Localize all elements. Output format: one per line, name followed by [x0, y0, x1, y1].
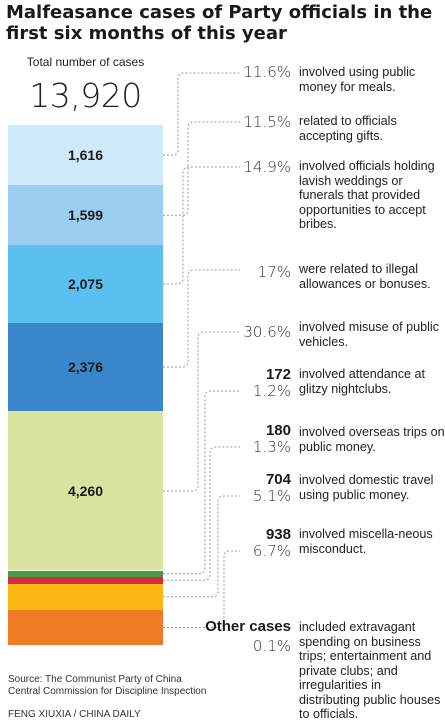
description-domestic: involved domestic travel using public mo…	[299, 473, 434, 502]
bar-segment-vehicles: 4,260	[8, 411, 163, 571]
bar-segment-nightclubs	[8, 570, 163, 577]
percent-label-vehicles: 30.6%	[243, 323, 291, 341]
percent-label-overseas: 1.3%	[252, 438, 291, 456]
stacked-bar: 1,616 1,599 2,075 2,376 4,260	[8, 125, 163, 645]
bar-segment-gifts: 1,599	[8, 185, 163, 246]
description-overseas: involved overseas trips on public money.	[299, 425, 445, 454]
bar-segment-weddings: 2,075	[8, 245, 163, 323]
count-label-nightclubs: 172	[265, 366, 291, 383]
bar-value-label-gifts: 1,599	[67, 207, 104, 224]
chart-title: Malfeasance cases of Party officials in …	[6, 2, 433, 44]
percent-label-nightclubs: 1.2%	[252, 382, 291, 400]
percent-label-other: 0.1%	[252, 637, 291, 655]
description-vehicles: involved misuse of public vehicles.	[299, 320, 440, 349]
description-gifts: related to officials accepting gifts.	[299, 114, 397, 143]
bar-segment-meals: 1,616	[8, 125, 163, 186]
total-value: 13,920	[29, 76, 142, 115]
bar-value-label-meals: 1,616	[67, 147, 104, 164]
source-note: Source: The Communist Party of China Cen…	[8, 674, 207, 697]
count-label-misconduct: 938	[265, 526, 291, 543]
leader-line-overseas	[163, 446, 240, 581]
description-misconduct: involved miscella-neous misconduct.	[299, 527, 433, 556]
description-other: included extravagant spending on busines…	[299, 620, 441, 721]
count-label-other: Other cases	[205, 618, 291, 635]
percent-label-misconduct: 6.7%	[252, 542, 291, 560]
leader-line-allowances	[163, 269, 240, 368]
bar-value-label-weddings: 2,075	[67, 275, 104, 292]
percent-label-allowances: 17%	[257, 263, 291, 281]
percent-label-gifts: 11.5%	[243, 113, 291, 131]
bar-segment-domestic	[8, 583, 163, 610]
description-weddings: involved officials holding lavish weddin…	[299, 159, 435, 231]
bar-value-label-vehicles: 4,260	[67, 482, 104, 499]
leader-line-misconduct	[163, 550, 240, 628]
bar-segment-misconduct	[8, 609, 163, 645]
count-label-overseas: 180	[265, 422, 291, 439]
percent-label-domestic: 5.1%	[252, 487, 291, 505]
credit-line: FENG XIUXIA / CHINA DAILY	[8, 709, 141, 720]
bar-segment-overseas	[8, 576, 163, 584]
description-nightclubs: involved attendance at glitzy nightclubs…	[299, 367, 426, 396]
percent-label-weddings: 14.9%	[243, 158, 291, 176]
bar-value-label-allowances: 2,376	[67, 358, 104, 375]
count-label-domestic: 704	[265, 471, 291, 488]
description-meals: involved using public money for meals.	[299, 65, 416, 94]
percent-label-meals: 11.6%	[243, 63, 291, 81]
bar-segment-allowances: 2,376	[8, 322, 163, 412]
leader-line-vehicles	[163, 331, 240, 492]
description-allowances: were related to illegal allowances or bo…	[299, 262, 431, 291]
total-label: Total number of cases	[26, 55, 145, 69]
